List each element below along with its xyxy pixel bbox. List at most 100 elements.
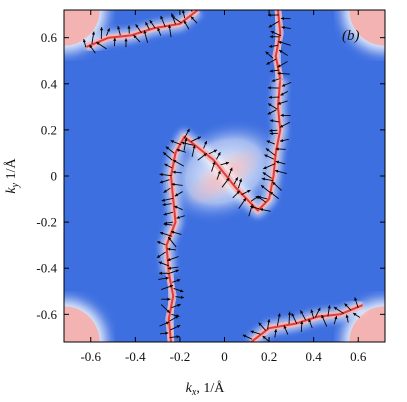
arrow-head: [99, 27, 104, 31]
x-tick-label: 0: [221, 349, 228, 364]
y-axis-label-main: k: [4, 187, 19, 194]
arrow-head: [163, 212, 167, 216]
arrow-head: [262, 335, 266, 340]
arrow-head: [257, 195, 261, 199]
arrow-head: [278, 40, 282, 44]
arrow-head: [174, 193, 179, 197]
arrow-head: [310, 309, 314, 313]
arrow-head: [161, 198, 165, 202]
arrow-head: [267, 86, 271, 90]
arrow-head: [250, 205, 254, 209]
arrow-head: [334, 316, 338, 320]
arrow-head: [96, 42, 100, 46]
x-tick-label: 0.2: [261, 349, 277, 364]
arrow-head: [269, 35, 273, 39]
arrow-head: [333, 306, 338, 310]
arrow-head: [190, 16, 195, 20]
y-axis-label-unit: 1/Å: [3, 158, 19, 183]
arrow-head: [143, 30, 147, 34]
arrow-head: [277, 101, 282, 105]
arrow-head: [184, 137, 188, 142]
arrow-head: [197, 136, 201, 140]
y-tick-label: 0: [51, 169, 58, 184]
arrow-head: [145, 22, 149, 26]
arrow-head: [234, 177, 238, 181]
x-tick-label: -0.4: [125, 349, 146, 364]
arrow-head: [89, 44, 93, 49]
corner-pocket-1: [349, 10, 385, 46]
arrow-head: [327, 305, 331, 309]
y-tick-label: 0.6: [41, 30, 58, 45]
arrow-head: [344, 303, 348, 307]
arrow-head: [165, 321, 170, 325]
arrow-head: [308, 318, 312, 323]
arrow-head: [175, 315, 179, 319]
arrow-head: [213, 149, 218, 153]
arrow-head: [181, 141, 185, 145]
arrow-head: [247, 190, 251, 193]
arrow-head: [165, 276, 169, 280]
arrow-head: [280, 16, 284, 21]
arrow-head: [82, 39, 87, 43]
arrow-head: [354, 297, 358, 301]
arrow-head: [160, 15, 164, 20]
arrow-head: [124, 38, 128, 42]
arrow-head: [157, 27, 161, 32]
plot-area: -0.6 -0.4 -0.2 0 0.2 0.4 0.6 -0.6 -0.4 -0.2 0 0.2 0.…: [36, 4, 386, 364]
arrow-head: [353, 312, 357, 316]
y-tick-label: -0.4: [36, 261, 57, 276]
arrow-head: [212, 161, 216, 165]
arrow-head: [321, 314, 325, 319]
arrow-head: [225, 161, 229, 165]
arrow-head: [176, 215, 180, 219]
arrow-head: [277, 71, 281, 76]
arrow-head: [226, 177, 230, 182]
arrow-head: [117, 26, 121, 30]
arrow-head: [163, 189, 167, 193]
arrow-head: [180, 295, 184, 299]
arrow-head: [164, 163, 168, 167]
y-tick-label: 0.2: [41, 122, 57, 137]
arrow-head: [275, 147, 279, 151]
arrow-head: [281, 83, 286, 87]
arrow-head: [242, 198, 246, 202]
arrow-head: [180, 289, 184, 293]
arrow-head: [277, 64, 281, 68]
arrow-head: [135, 24, 139, 28]
arrow-head: [269, 119, 274, 123]
arrow-head: [174, 205, 178, 209]
arrow-head: [168, 237, 172, 241]
arrow-head: [91, 31, 95, 35]
arrow-head: [250, 330, 254, 334]
arrow-head: [167, 266, 172, 270]
arrow-head: [159, 271, 163, 275]
arrow-head: [265, 51, 269, 55]
arrow-head: [162, 202, 166, 207]
arrow-head: [176, 279, 181, 283]
arrow-head: [171, 182, 175, 186]
arrow-head: [317, 307, 321, 312]
arrow-head: [157, 241, 161, 245]
arrow-head: [259, 208, 264, 212]
arrow-head: [127, 25, 131, 29]
corner-pocket-0: [64, 10, 100, 46]
arrow-head: [192, 145, 196, 149]
arrow-head: [158, 261, 163, 265]
arrow-layer: [82, 4, 361, 342]
arrow-head: [175, 269, 179, 273]
arrow-head: [217, 170, 221, 175]
arrow-head: [269, 44, 273, 48]
x-axis-label-unit: , 1/Å: [196, 380, 225, 396]
arrow-head: [238, 178, 242, 183]
arrow-head: [181, 10, 186, 14]
x-tick-label: -0.2: [170, 349, 191, 364]
arrow-head: [280, 92, 284, 96]
arrow-head: [166, 309, 170, 313]
arrow-head: [268, 24, 273, 28]
arrow-head: [113, 37, 117, 41]
arrow-head: [177, 303, 181, 307]
arrow-head: [188, 4, 191, 7]
arrow-head: [287, 311, 292, 315]
arrow-head: [269, 69, 273, 73]
